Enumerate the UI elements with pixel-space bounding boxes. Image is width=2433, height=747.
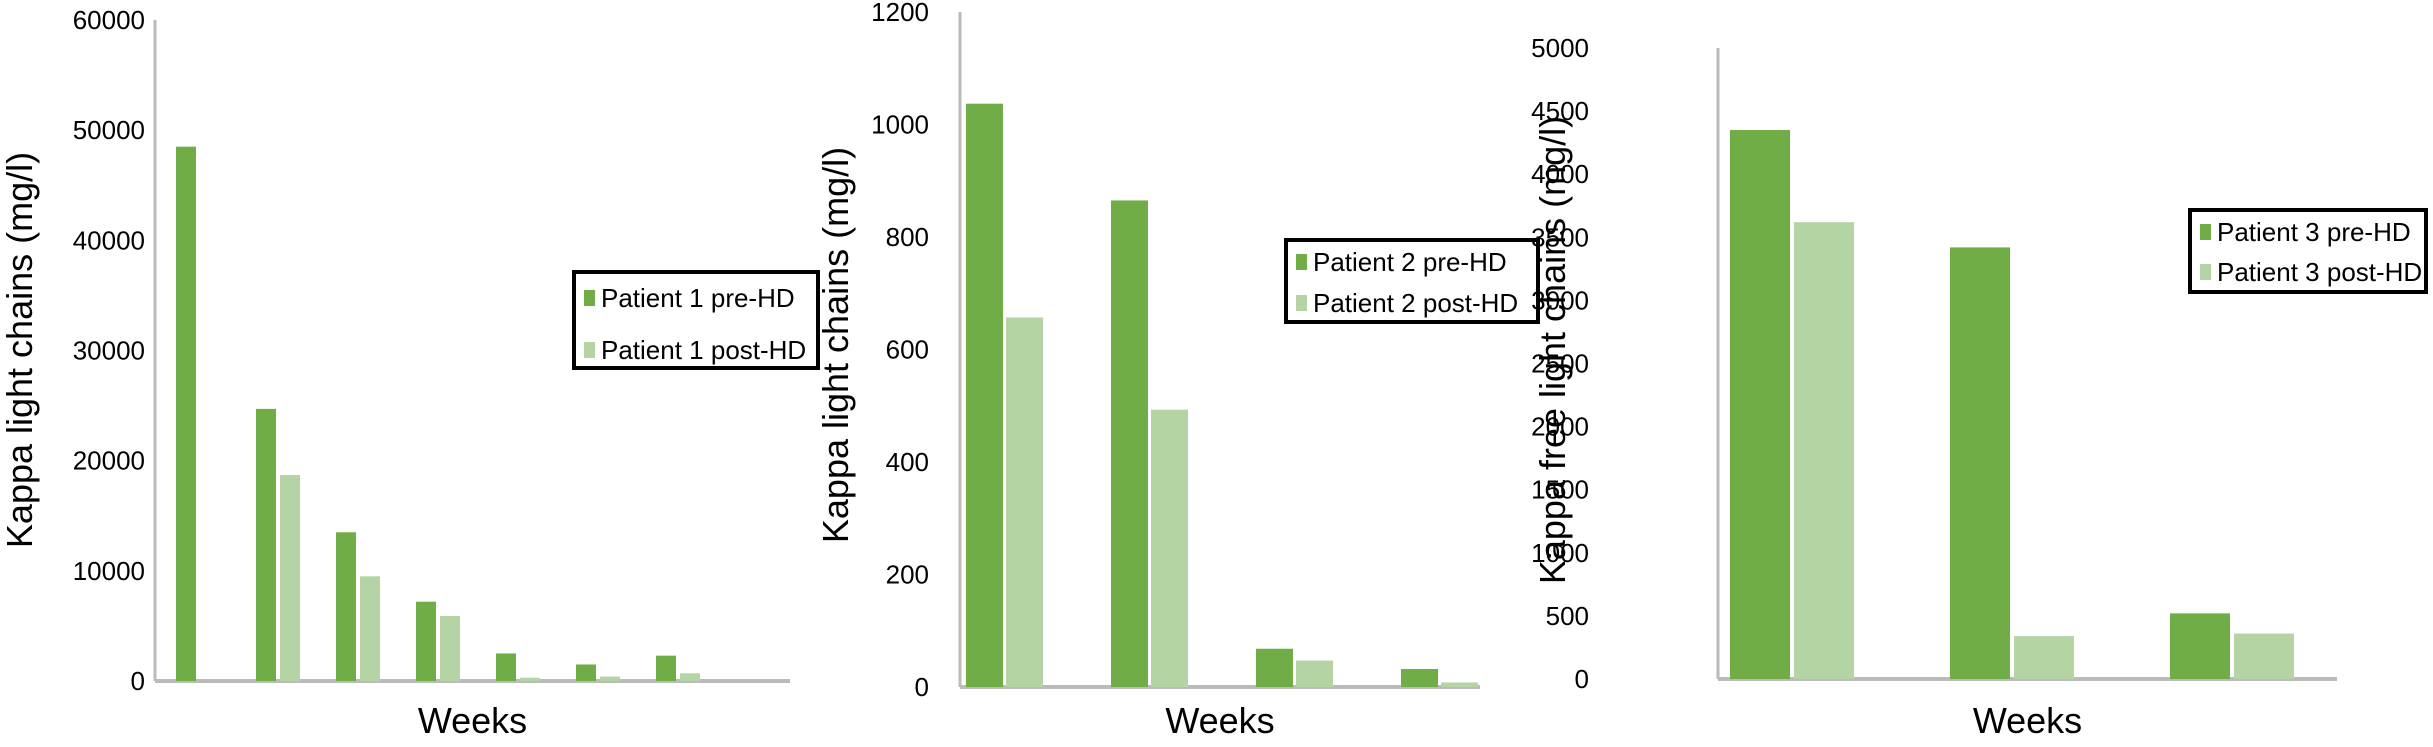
legend-swatch <box>2200 264 2211 280</box>
y-tick-label: 10000 <box>73 556 145 586</box>
bar-pre-hd <box>1730 130 1790 679</box>
y-tick-label: 0 <box>915 672 929 702</box>
bar-post-hd <box>1151 409 1188 687</box>
bar-pre-hd <box>416 601 436 681</box>
y-tick-label: 500 <box>1546 601 1589 631</box>
legend-label: Patient 2 post-HD <box>1313 288 1518 318</box>
bar-post-hd <box>1006 317 1043 687</box>
bar-post-hd <box>1441 682 1478 687</box>
y-tick-label: 3000 <box>1531 285 1589 315</box>
legend-box <box>1284 238 1540 324</box>
legend-swatch <box>2200 224 2211 240</box>
y-tick-label: 200 <box>886 560 929 590</box>
legend-box <box>572 270 820 370</box>
y-tick-label: 2000 <box>1531 412 1589 442</box>
bar-pre-hd <box>576 664 596 681</box>
legend-label: Patient 2 pre-HD <box>1313 247 1507 277</box>
legend-swatch <box>584 290 595 306</box>
y-tick-label: 400 <box>886 447 929 477</box>
legend-label: Patient 1 pre-HD <box>601 283 795 313</box>
bar-pre-hd <box>176 146 196 682</box>
legend-swatch <box>1296 295 1307 311</box>
bar-post-hd <box>1794 222 1854 679</box>
legend-box <box>2188 208 2428 294</box>
bar-pre-hd <box>496 653 516 681</box>
y-axis-title: Kappa light chains (mg/l) <box>0 152 40 548</box>
bar-post-hd <box>600 676 620 681</box>
y-tick-label: 0 <box>131 666 145 696</box>
bar-pre-hd <box>1401 669 1438 687</box>
y-tick-label: 1000 <box>1531 538 1589 568</box>
y-tick-label: 50000 <box>73 115 145 145</box>
bar-pre-hd <box>1111 200 1148 687</box>
legend-swatch <box>1296 254 1307 270</box>
bar-pre-hd <box>966 103 1003 687</box>
bar-pre-hd <box>656 655 676 681</box>
y-tick-label: 20000 <box>73 446 145 476</box>
legend: Patient 3 pre-HD Patient 3 post-HD <box>2188 208 2428 294</box>
bar-pre-hd <box>1256 648 1293 687</box>
bar-post-hd <box>2014 636 2074 679</box>
bar-post-hd <box>1296 660 1333 687</box>
y-tick-label: 5000 <box>1531 33 1589 63</box>
y-tick-label: 600 <box>886 335 929 365</box>
y-tick-label: 0 <box>1575 664 1589 694</box>
bar-post-hd <box>520 677 540 681</box>
chart-patient-1: 0 10000 20000 30000 40000 50000 60000 Weeks Kapp… <box>0 5 820 741</box>
y-tick-label: 4000 <box>1531 159 1589 189</box>
y-tick-label: 800 <box>886 222 929 252</box>
chart-patient-3: 0 500 1000 1500 2000 2500 3000 3500 4000 4500 5000… <box>1531 33 2428 741</box>
y-tick-label: 60000 <box>73 5 145 35</box>
x-axis-title: Weeks <box>1165 700 1274 741</box>
bar-post-hd <box>2234 633 2294 679</box>
bar-pre-hd <box>336 532 356 681</box>
y-tick-label: 4500 <box>1531 96 1589 126</box>
bar-post-hd <box>360 576 380 681</box>
y-tick-label: 30000 <box>73 336 145 366</box>
bar-pre-hd <box>2170 613 2230 679</box>
bar-post-hd <box>680 673 700 681</box>
legend: Patient 1 pre-HD Patient 1 post-HD <box>572 270 820 370</box>
x-axis-title: Weeks <box>1973 700 2082 741</box>
y-tick-label: 3500 <box>1531 222 1589 252</box>
y-tick-label: 1200 <box>871 0 929 27</box>
y-tick-label: 1000 <box>871 110 929 140</box>
y-tick-label: 40000 <box>73 225 145 255</box>
y-tick-label: 1500 <box>1531 475 1589 505</box>
bar-post-hd <box>280 474 300 681</box>
legend-swatch <box>584 342 595 358</box>
chart-patient-2: 0 200 400 600 800 1000 1200 Weeks Kappa light ch… <box>815 0 1540 741</box>
bar-pre-hd <box>256 408 276 681</box>
legend-label: Patient 1 post-HD <box>601 335 806 365</box>
y-axis-title: Kappa light chains (mg/l) <box>815 147 856 543</box>
y-axis-title: Kappa free light chains (mg/l) <box>1532 116 1573 584</box>
bar-post-hd <box>440 616 460 681</box>
y-tick-label: 2500 <box>1531 349 1589 379</box>
bar-pre-hd <box>1950 247 2010 679</box>
legend-label: Patient 3 post-HD <box>2217 257 2422 287</box>
legend: Patient 2 pre-HD Patient 2 post-HD <box>1284 238 1540 324</box>
legend-label: Patient 3 pre-HD <box>2217 217 2411 247</box>
x-axis-title: Weeks <box>418 700 527 741</box>
